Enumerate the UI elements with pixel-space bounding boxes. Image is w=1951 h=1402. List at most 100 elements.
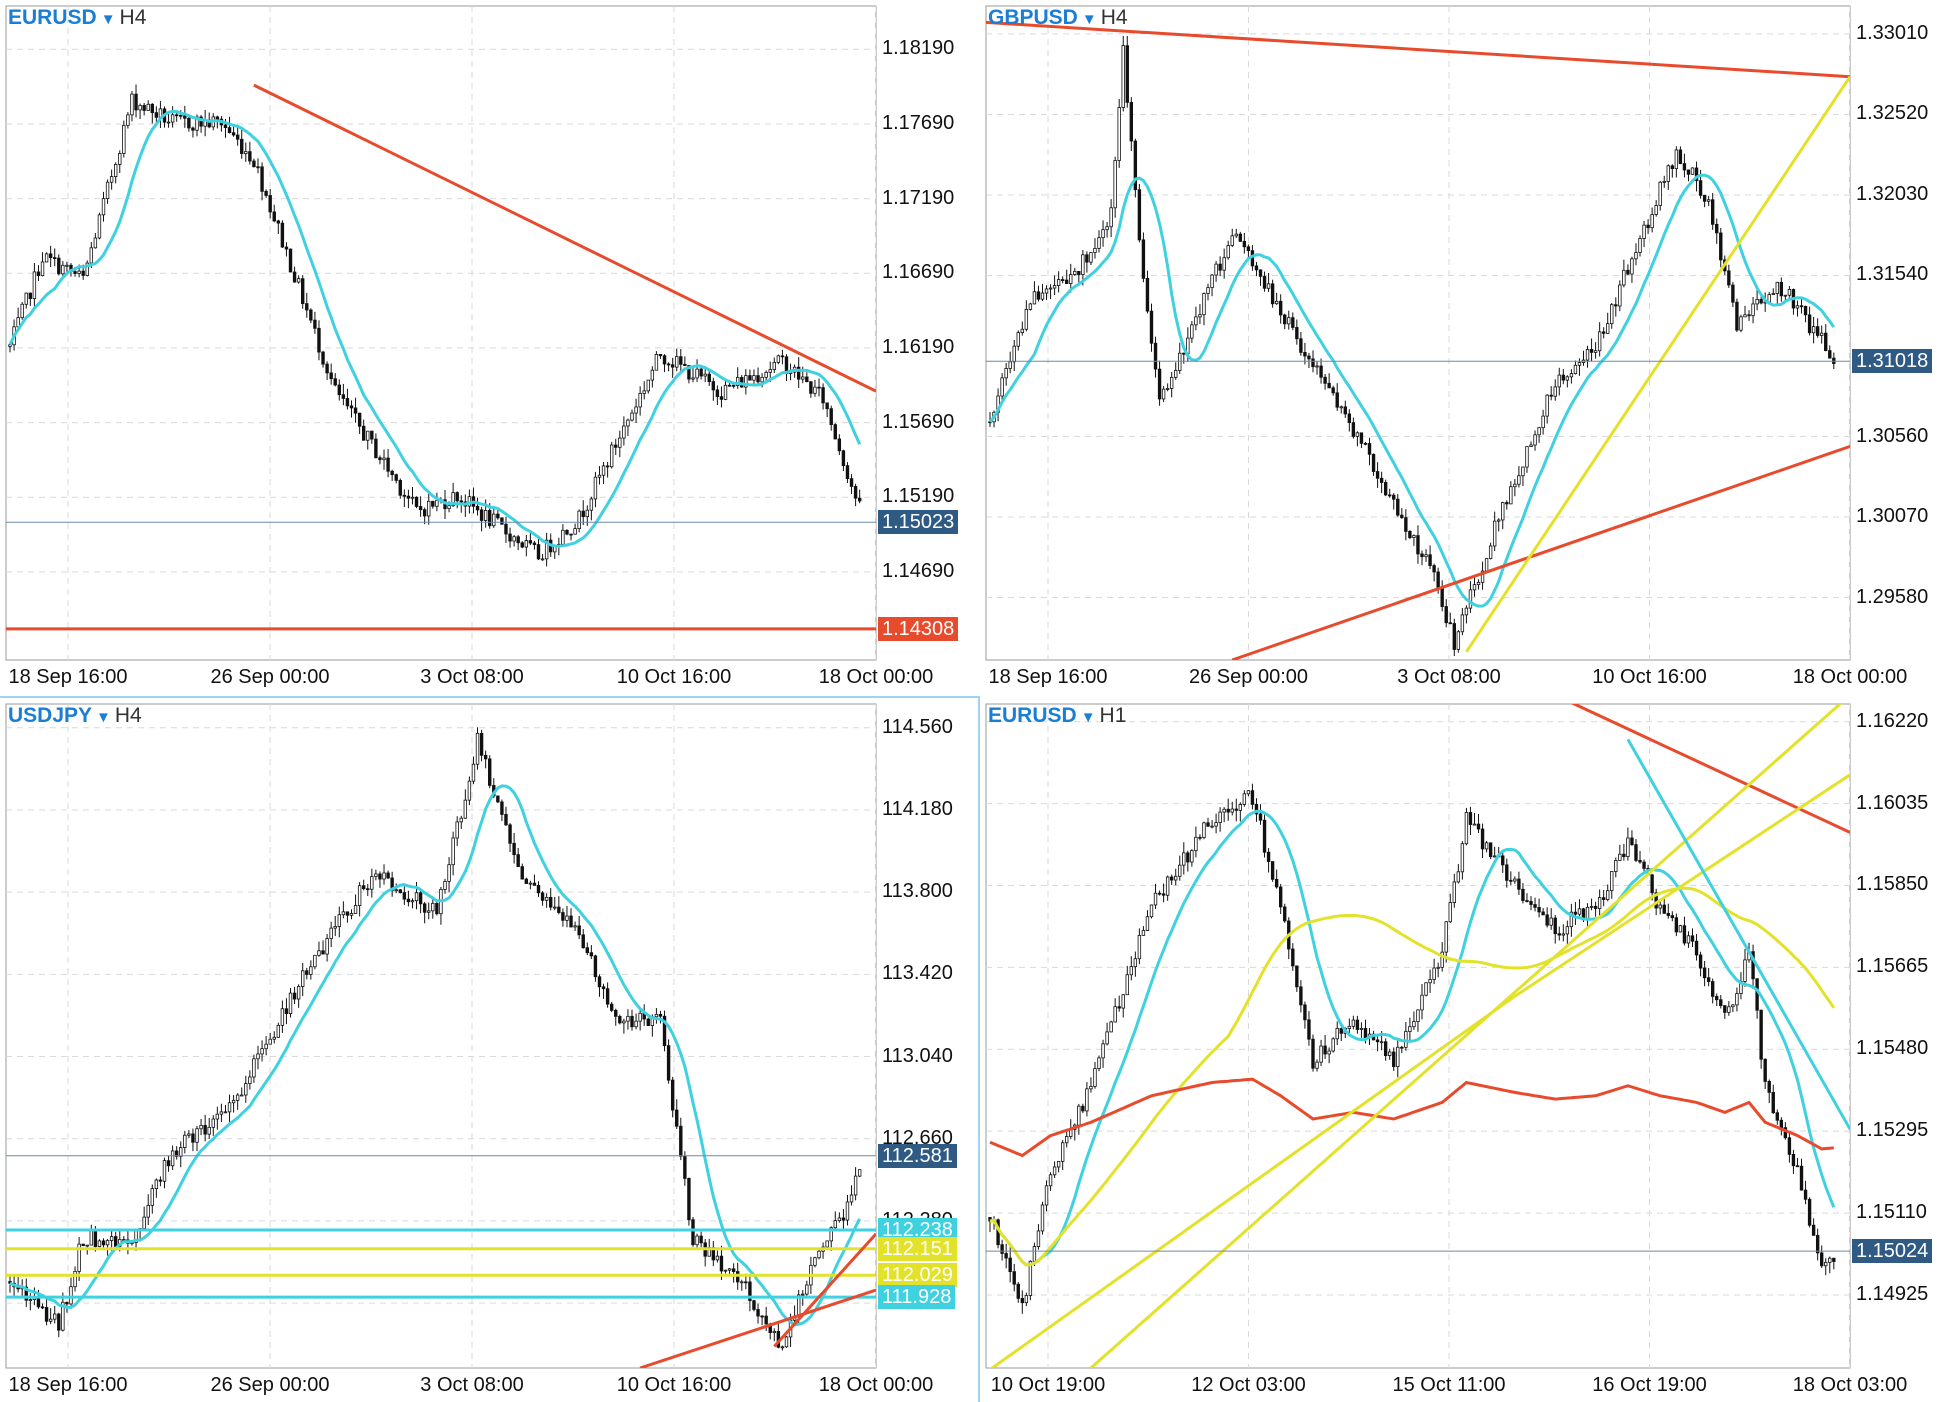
candle-body: [65, 1301, 69, 1305]
chevron-down-icon[interactable]: ▼: [100, 11, 116, 28]
candle-body: [1347, 1025, 1352, 1029]
candle-body: [1440, 951, 1444, 968]
candle-body: [321, 950, 325, 955]
candle-body: [1735, 993, 1739, 1006]
candle-body: [93, 237, 98, 249]
trend-line[interactable]: [253, 83, 876, 393]
candle-body: [1545, 914, 1549, 926]
symbol-label[interactable]: EURUSD: [988, 704, 1077, 727]
candle-body: [1666, 165, 1670, 182]
candle-body: [174, 114, 179, 117]
chart-panel-eurusd-h4[interactable]: 1.18190 1.17690 1.17190 1.16690 1.16190 1.156…: [0, 0, 978, 694]
trend-line[interactable]: [1555, 698, 1850, 834]
candle-body: [1670, 915, 1675, 919]
timeframe-label[interactable]: H4: [119, 6, 147, 29]
trend-line[interactable]: [1231, 444, 1850, 660]
candle-body: [1476, 581, 1481, 586]
candle-body: [601, 986, 606, 990]
candle-body: [1214, 263, 1218, 276]
candle-body: [1307, 1019, 1311, 1040]
candle-body: [809, 381, 813, 394]
chart-panel-usdjpy-h4[interactable]: 114.560 114.180 113.800 113.420 113.040 112.6…: [0, 696, 980, 1402]
candle-body: [1400, 514, 1404, 519]
candle-body: [455, 821, 459, 839]
trend-line[interactable]: [1626, 738, 1850, 1130]
candle-body: [1408, 530, 1412, 538]
price-chart[interactable]: [0, 698, 978, 1402]
candle-body: [1081, 1105, 1085, 1112]
candle-body: [1525, 900, 1529, 902]
candle-body: [36, 271, 41, 276]
candle-body: [1799, 1165, 1804, 1191]
candle-body: [1141, 930, 1146, 936]
symbol-label[interactable]: EURUSD: [8, 6, 97, 29]
price-chart[interactable]: [0, 0, 978, 694]
symbol-label[interactable]: GBPUSD: [988, 6, 1078, 29]
chevron-down-icon[interactable]: ▼: [96, 709, 111, 726]
symbol-header[interactable]: EURUSD ▼ H4: [8, 6, 146, 30]
chevron-down-icon[interactable]: ▼: [1080, 709, 1096, 726]
symbol-label[interactable]: USDJPY: [8, 704, 93, 727]
price-chart[interactable]: [980, 698, 1951, 1402]
candle-body: [1117, 1006, 1121, 1009]
candle-body: [675, 356, 679, 368]
candle-body: [1634, 844, 1638, 861]
candle-body: [1597, 897, 1602, 909]
candle-body: [244, 151, 248, 154]
candle-body: [1448, 902, 1452, 923]
trend-line[interactable]: [1089, 698, 1850, 1368]
candle-body: [256, 166, 260, 169]
plot-area[interactable]: [985, 703, 1851, 1369]
candle-body: [573, 528, 577, 535]
candle-body: [227, 127, 232, 134]
candle-body: [1109, 207, 1113, 228]
chart-panel-gbpusd-h4[interactable]: 1.33010 1.32520 1.32030 1.31540 1.30560 1.300…: [980, 0, 1951, 694]
candle-body: [1254, 803, 1259, 815]
trend-line[interactable]: [986, 20, 1850, 79]
candle-body: [1537, 906, 1541, 913]
trend-line[interactable]: [639, 1288, 876, 1368]
candle-body: [1363, 442, 1368, 445]
candle-body: [317, 327, 321, 353]
candle-body: [1529, 901, 1533, 905]
symbol-header[interactable]: GBPUSD ▼ H4: [988, 6, 1128, 30]
plot-area[interactable]: [5, 5, 877, 661]
candle-body: [1533, 434, 1537, 446]
timeframe-label[interactable]: H4: [114, 704, 142, 727]
candle-body: [849, 1194, 854, 1203]
candle-body: [1202, 293, 1206, 316]
candle-body: [1153, 342, 1158, 370]
candle-body: [479, 509, 484, 521]
y-tick-label: 1.15190: [882, 485, 955, 508]
candle-body: [341, 911, 346, 916]
candle-body: [1396, 1046, 1400, 1067]
candle-body: [329, 372, 333, 380]
candle-body: [1650, 874, 1654, 894]
candle-body: [1351, 422, 1356, 437]
candle-body: [1626, 837, 1630, 858]
chart-panel-eurusd-h1[interactable]: 1.16220 1.16035 1.15850 1.15665 1.15480 1.152…: [980, 698, 1951, 1402]
candle-body: [215, 116, 220, 120]
chevron-down-icon[interactable]: ▼: [1081, 11, 1097, 28]
candle-body: [1589, 349, 1594, 353]
candle-body: [1359, 1027, 1364, 1030]
candle-body: [784, 1336, 789, 1348]
trend-line[interactable]: [1465, 75, 1850, 653]
candle-body: [1678, 925, 1683, 933]
candle-body: [1097, 1057, 1101, 1069]
candle-body: [1246, 246, 1251, 252]
candle-body: [1698, 180, 1703, 196]
trend-line[interactable]: [773, 1232, 876, 1348]
candle-body: [73, 271, 77, 274]
trend-line[interactable]: [986, 773, 1850, 1373]
price-chart[interactable]: [980, 0, 1951, 694]
timeframe-label[interactable]: H4: [1100, 6, 1128, 29]
candle-body: [260, 1048, 264, 1055]
candle-body: [1032, 291, 1037, 305]
timeframe-label[interactable]: H1: [1099, 704, 1127, 727]
candle-body: [1065, 1136, 1069, 1144]
symbol-header[interactable]: EURUSD ▼ H1: [988, 704, 1126, 728]
plot-area[interactable]: [5, 703, 877, 1369]
symbol-header[interactable]: USDJPY ▼ H4: [8, 704, 142, 728]
candle-body: [670, 1079, 675, 1111]
